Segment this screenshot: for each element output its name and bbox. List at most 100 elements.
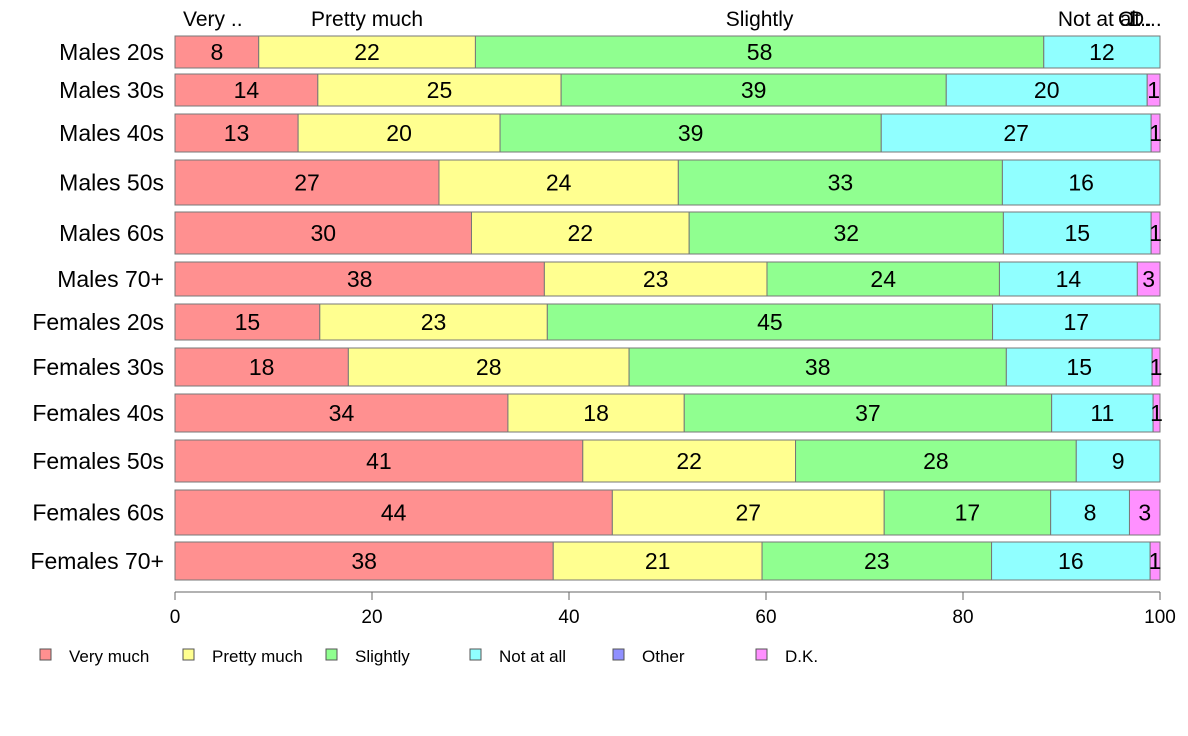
data-label-males-70plus-very-much: 38	[347, 266, 373, 292]
data-label-males-50s-very-much: 27	[294, 170, 320, 196]
bar-males-20s-not-at-all	[1043, 35, 1161, 69]
row-label-females-20s: Females 20s	[32, 309, 164, 335]
data-label-males-50s-pretty-much: 24	[546, 170, 572, 196]
top-label-very-much: Very ..	[183, 8, 243, 31]
data-label-females-50s-slightly: 28	[923, 448, 949, 474]
data-label-females-20s-pretty-much: 23	[421, 309, 447, 335]
bar-males-60s-not-at-all	[1002, 211, 1152, 255]
bar-males-50s-slightly	[677, 159, 1003, 206]
data-label-females-20s-not-at-all: 17	[1063, 309, 1089, 335]
data-label-females-30s-d-k: 1	[1150, 354, 1163, 380]
bar-males-40s-d-k	[1150, 113, 1161, 153]
bar-females-60s-very-much	[174, 489, 613, 536]
data-label-females-70plus-d-k: 1	[1149, 548, 1162, 574]
data-label-females-40s-d-k: 1	[1150, 400, 1163, 426]
legend-label-slightly: Slightly	[355, 647, 410, 666]
bar-females-20s-pretty-much	[319, 303, 548, 341]
bar-males-30s-very-much	[174, 73, 319, 107]
data-label-males-70plus-slightly: 24	[870, 266, 896, 292]
data-label-females-60s-slightly: 17	[955, 500, 981, 526]
data-label-males-50s-slightly: 33	[828, 170, 854, 196]
data-label-females-70plus-very-much: 38	[351, 548, 377, 574]
data-label-males-40s-d-k: 1	[1149, 120, 1162, 146]
legend-swatch-other	[612, 648, 625, 661]
bar-females-70plus-slightly	[761, 541, 993, 581]
bar-females-40s-pretty-much	[507, 393, 685, 433]
bar-males-60s-very-much	[174, 211, 472, 255]
bar-males-70plus-d-k	[1136, 261, 1161, 297]
data-label-males-40s-slightly: 39	[678, 120, 704, 146]
x-tick-label-0: 0	[170, 607, 181, 628]
bar-males-50s-pretty-much	[438, 159, 679, 206]
bar-females-20s-slightly	[546, 303, 994, 341]
legend-label-pretty-much: Pretty much	[212, 647, 303, 666]
bar-males-40s-very-much	[174, 113, 299, 153]
top-label-d-k: D...	[1129, 8, 1162, 31]
data-label-females-60s-pretty-much: 27	[735, 500, 761, 526]
legend-label-d-k: D.K.	[785, 647, 818, 666]
bar-females-60s-d-k	[1128, 489, 1161, 536]
data-label-females-40s-very-much: 34	[329, 400, 355, 426]
bar-males-20s-very-much	[174, 35, 260, 69]
x-tick-label-20: 20	[361, 607, 382, 628]
bar-males-50s-very-much	[174, 159, 440, 206]
data-label-males-40s-very-much: 13	[224, 120, 250, 146]
data-label-females-60s-d-k: 3	[1138, 500, 1151, 526]
bar-males-20s-slightly	[474, 35, 1045, 69]
data-label-males-40s-pretty-much: 20	[386, 120, 412, 146]
legend-label-not-at-all: Not at all	[499, 647, 566, 666]
data-label-males-70plus-d-k: 3	[1142, 266, 1155, 292]
row-label-females-40s: Females 40s	[32, 400, 164, 426]
bar-males-60s-slightly	[688, 211, 1004, 255]
row-label-males-20s: Males 20s	[59, 39, 164, 65]
data-label-females-20s-very-much: 15	[235, 309, 261, 335]
bar-males-70plus-very-much	[174, 261, 545, 297]
data-label-females-50s-very-much: 41	[366, 448, 392, 474]
x-tick-label-100: 100	[1144, 607, 1176, 628]
x-tick-label-60: 60	[755, 607, 776, 628]
bar-females-50s-not-at-all	[1075, 439, 1161, 483]
data-label-females-30s-pretty-much: 28	[476, 354, 502, 380]
bar-females-70plus-pretty-much	[552, 541, 763, 581]
data-label-males-40s-not-at-all: 27	[1003, 120, 1029, 146]
data-label-females-30s-slightly: 38	[805, 354, 831, 380]
row-label-males-70plus: Males 70+	[57, 266, 164, 292]
bar-males-30s-slightly	[560, 73, 947, 107]
bar-females-40s-not-at-all	[1051, 393, 1154, 433]
bar-females-70plus-d-k	[1149, 541, 1161, 581]
data-label-females-60s-not-at-all: 8	[1084, 500, 1097, 526]
top-label-pretty-much: Pretty much	[311, 8, 423, 31]
top-label-other: Ot..	[1118, 8, 1152, 31]
bar-males-60s-d-k	[1150, 211, 1161, 255]
legend-swatch-slightly	[325, 648, 338, 661]
data-label-males-20s-slightly: 58	[747, 39, 773, 65]
bar-males-30s-not-at-all	[945, 73, 1148, 107]
data-label-males-20s-not-at-all: 12	[1089, 39, 1115, 65]
bar-females-70plus-not-at-all	[991, 541, 1151, 581]
row-label-females-70plus: Females 70+	[30, 548, 164, 574]
bar-males-60s-pretty-much	[470, 211, 690, 255]
bar-males-40s-not-at-all	[880, 113, 1152, 153]
bar-females-30s-not-at-all	[1005, 347, 1153, 387]
row-label-males-50s: Males 50s	[59, 170, 164, 196]
data-label-females-40s-slightly: 37	[855, 400, 881, 426]
data-label-males-60s-d-k: 1	[1149, 220, 1162, 246]
top-label-slightly: Slightly	[726, 8, 794, 31]
data-label-females-30s-very-much: 18	[249, 354, 275, 380]
data-label-females-50s-not-at-all: 9	[1112, 448, 1125, 474]
data-label-males-60s-slightly: 32	[833, 220, 859, 246]
data-label-females-70plus-not-at-all: 16	[1058, 548, 1084, 574]
data-label-males-60s-not-at-all: 15	[1064, 220, 1090, 246]
data-label-males-60s-pretty-much: 22	[568, 220, 594, 246]
data-label-males-70plus-not-at-all: 14	[1056, 266, 1082, 292]
bar-females-30s-pretty-much	[347, 347, 630, 387]
data-label-females-20s-slightly: 45	[757, 309, 783, 335]
bar-females-50s-pretty-much	[582, 439, 797, 483]
bar-females-60s-slightly	[883, 489, 1052, 536]
legend-swatch-pretty-much	[182, 648, 195, 661]
row-label-males-40s: Males 40s	[59, 120, 164, 146]
data-label-males-30s-pretty-much: 25	[427, 77, 453, 103]
bar-females-70plus-very-much	[174, 541, 554, 581]
data-label-males-30s-not-at-all: 20	[1034, 77, 1060, 103]
